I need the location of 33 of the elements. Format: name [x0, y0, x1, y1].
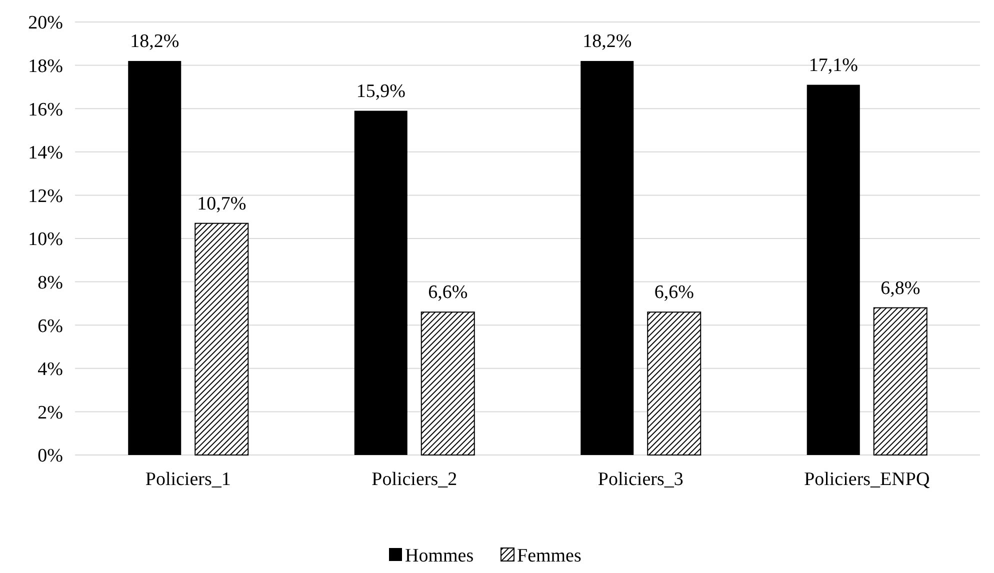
data-label: 17,1%: [808, 54, 858, 76]
data-label: 6,8%: [880, 278, 920, 299]
y-tick-label: 10%: [28, 229, 64, 250]
x-tick-label: Policiers_1: [145, 469, 231, 490]
data-label: 18,2%: [130, 30, 180, 52]
bar: [806, 84, 860, 455]
data-label: 15,9%: [356, 80, 406, 102]
y-tick-label: 14%: [28, 142, 64, 164]
bar: [128, 60, 182, 455]
bar: [647, 312, 702, 456]
bar: [354, 110, 408, 455]
x-tick-label: Policiers_3: [598, 469, 684, 490]
data-label: 10,7%: [197, 193, 246, 214]
y-tick-label: 6%: [38, 316, 64, 337]
y-tick-label: 12%: [28, 186, 64, 207]
y-tick-label: 4%: [38, 359, 64, 380]
data-label: 6,6%: [654, 282, 694, 304]
y-tick-label: 16%: [28, 99, 64, 120]
bar: [420, 312, 475, 456]
bar: [873, 307, 928, 456]
x-tick-label: Policiers_ENPQ: [804, 469, 930, 490]
y-tick-label: 0%: [38, 446, 64, 467]
bar: [194, 222, 249, 456]
x-tick-label: Policiers_2: [372, 469, 458, 490]
y-tick-label: 18%: [28, 56, 64, 77]
y-tick-label: 8%: [38, 272, 64, 294]
legend-label: Hommes: [405, 546, 474, 567]
y-tick-label: 20%: [28, 12, 64, 34]
data-label: 18,2%: [582, 30, 632, 52]
y-tick-label: 2%: [38, 402, 64, 424]
data-label: 6,6%: [428, 282, 468, 304]
bar: [580, 60, 634, 455]
legend-label: Femmes: [517, 546, 582, 567]
